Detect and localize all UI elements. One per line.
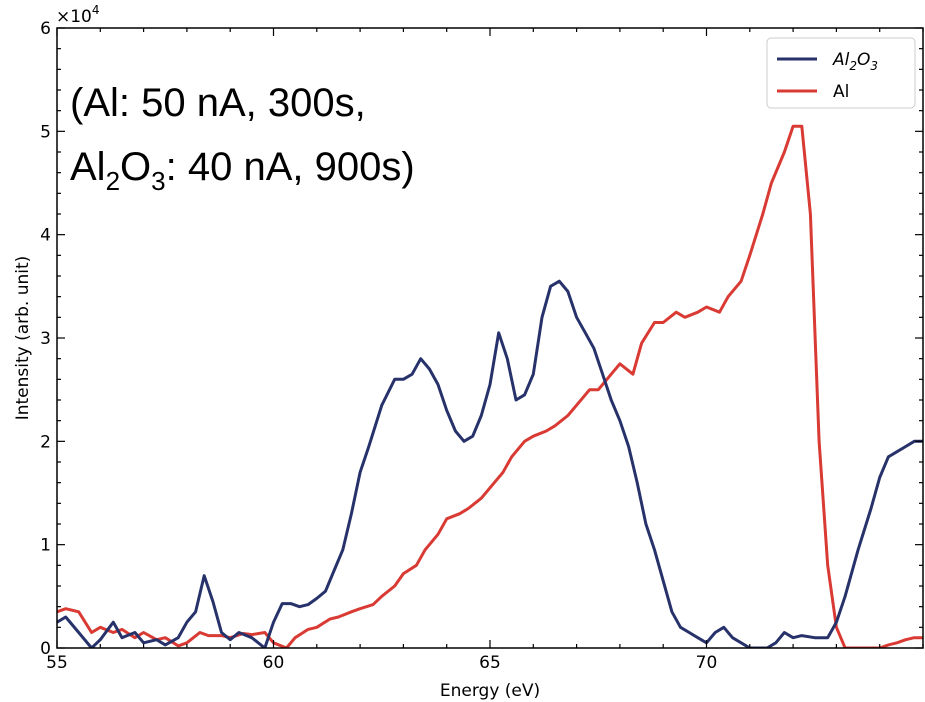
annotation-sub-3: 3 [151, 166, 165, 196]
y-multiplier-exp: 4 [92, 3, 100, 17]
series-line-al2o3 [57, 279, 923, 648]
legend-al2o3-al: Al [832, 50, 850, 70]
y-tick-label: 4 [40, 226, 51, 246]
x-tick-label: 60 [263, 653, 285, 673]
y-tick-label: 6 [40, 19, 51, 39]
legend-label-al2o3: Al2O3 [832, 50, 878, 73]
x-tick-label: 65 [479, 653, 501, 673]
annotation-al: Al [70, 145, 106, 189]
y-tick-label: 5 [40, 122, 51, 142]
y-tick-label: 1 [40, 536, 51, 556]
legend-label-al: Al [833, 82, 849, 102]
x-axis-title: Energy (eV) [440, 681, 540, 701]
x-tick-label: 70 [696, 653, 718, 673]
annotation-line2: Al2O3: 40 nA, 900s) [70, 145, 415, 196]
y-axis-title: Intensity (arb. unit) [13, 256, 33, 421]
annotation-o: O [120, 145, 151, 189]
y-multiplier-base: ×10 [56, 7, 92, 27]
annotation-line1: (Al: 50 nA, 300s, [70, 81, 366, 125]
series-line-al [57, 124, 923, 648]
annotation-sub-2: 2 [106, 166, 120, 196]
legend: Al2O3 Al [766, 37, 916, 109]
legend-al2o3-sub2: 2 [849, 59, 857, 73]
y-tick-label: 2 [40, 432, 51, 452]
x-tick-label: 55 [46, 653, 68, 673]
legend-al2o3-sub3: 3 [870, 59, 878, 73]
y-tick-label: 3 [40, 329, 51, 349]
annotation-rest: : 40 nA, 900s) [166, 145, 415, 189]
legend-al2o3-o: O [857, 50, 870, 70]
y-tick-label: 0 [40, 639, 51, 659]
y-multiplier: ×104 [56, 3, 100, 27]
